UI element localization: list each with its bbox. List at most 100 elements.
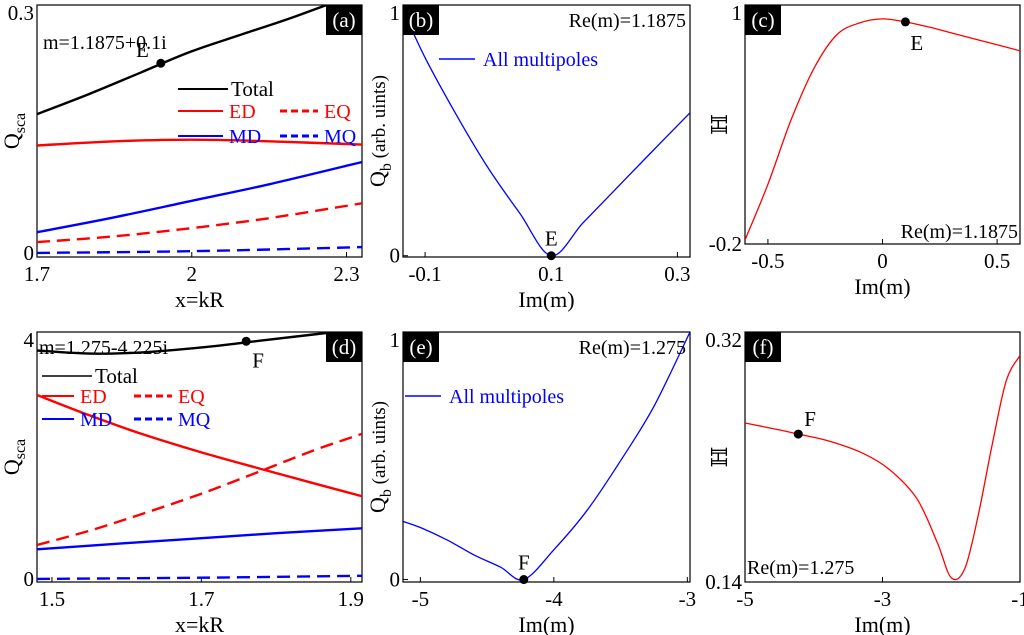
- x-tick-label: -3: [874, 587, 892, 611]
- x-tick-label: 0.1: [538, 262, 564, 286]
- y-axis-label-sub: b: [378, 489, 395, 497]
- x-tick-label: 1.7: [188, 587, 214, 611]
- series-line-md: [37, 527, 362, 551]
- axes-frame: [36, 4, 363, 258]
- series-line-total: [37, 332, 346, 355]
- panel-label-box: [326, 5, 362, 35]
- series-line-h: [745, 18, 1020, 241]
- series-group: [403, 332, 690, 581]
- x-axis-label: Im(m): [854, 274, 910, 299]
- y-tick-label: 0: [390, 244, 401, 268]
- legend-label-total: Total: [95, 364, 138, 388]
- x-tick-label: 1.9: [338, 587, 364, 611]
- y-tick-label: 0: [24, 241, 35, 265]
- y-axis-label: Qsca: [0, 113, 29, 149]
- y-axis-label-main: Q: [0, 133, 24, 149]
- y-axis-label-sub: sca: [12, 439, 29, 459]
- point-label: F: [252, 348, 264, 372]
- point-marker: [156, 58, 166, 68]
- y-tick-label: 1: [390, 1, 401, 25]
- y-tick-label: 0.3: [8, 1, 34, 25]
- series-group: [37, 332, 362, 581]
- y-axis-label: Qsca: [0, 439, 29, 475]
- series-line-ed: [37, 138, 362, 147]
- x-tick-label: -0.1: [408, 262, 441, 286]
- axes-frame: [402, 4, 691, 258]
- point-marker: [900, 17, 910, 27]
- series-group: [745, 355, 1020, 581]
- series-line-total: [37, 5, 330, 116]
- panel-label-box: [403, 5, 439, 35]
- annotation-text: m=1.275-4.225i: [39, 337, 168, 359]
- point-marker: [519, 575, 529, 585]
- point-label: E: [136, 38, 149, 62]
- legend-label-ed: ED: [80, 386, 107, 408]
- y-axis-label-main: ℍ: [707, 114, 732, 135]
- y-tick-label: 0.32: [705, 328, 742, 352]
- x-axis-label: x=kR: [175, 612, 224, 635]
- y-tick-label: 0: [24, 567, 35, 591]
- series-line-all-multipoles: [403, 9, 690, 257]
- series-line-ed: [37, 393, 362, 498]
- legend-label-md: MD: [229, 126, 261, 148]
- point-label: E: [910, 31, 923, 55]
- point-marker: [241, 336, 251, 346]
- panel-label-box: [745, 332, 781, 362]
- x-tick-label: 0.5: [984, 249, 1010, 273]
- x-tick-label: 1.7: [24, 262, 50, 286]
- legend-label-eq: EQ: [178, 386, 205, 408]
- x-tick-label: -5: [412, 587, 430, 611]
- panel-a: 1.7 2 2.3 0 0.3 x=kR Qsca (a) Em=1.1875+0.1i Tota…: [0, 1, 363, 312]
- panel-label: (a): [332, 8, 355, 32]
- legend-label-mq: MQ: [178, 409, 211, 431]
- y-axis-label: ℍ: [707, 447, 732, 468]
- legend-label-all: All multipoles: [449, 386, 564, 408]
- panel-b: -0.1 0.1 0.3 0 1 Im(m) Qb (arb. uints) (b) E Re(m…: [365, 1, 691, 312]
- legend-label-md: MD: [80, 409, 112, 431]
- x-axis-label: Im(m): [518, 612, 574, 635]
- point-label: F: [518, 551, 530, 575]
- x-tick-label: 0.3: [664, 262, 690, 286]
- legend: All multipoles: [405, 386, 564, 408]
- annotation-text: m=1.1875+0.1i: [43, 32, 167, 54]
- series-group: [37, 5, 362, 255]
- x-tick-label: -3: [679, 587, 697, 611]
- axes-frame: [744, 331, 1021, 583]
- series-line-md: [37, 160, 362, 234]
- legend-label-all: All multipoles: [483, 49, 598, 71]
- series-group: [745, 18, 1020, 241]
- legend-label-total: Total: [231, 77, 274, 101]
- y-axis-label-main: Q: [365, 171, 390, 187]
- legend: All multipoles: [439, 49, 598, 71]
- panel-c: -0.5 0 0.5 -0.2 1 Im(m) ℍ (c) E Re(m)=1.1875: [707, 1, 1021, 299]
- x-tick-label: -1: [1011, 587, 1024, 611]
- series-line-all-multipoles: [403, 332, 690, 581]
- y-axis-label: Qb (arb. uints): [365, 401, 395, 513]
- x-tick-label: -5: [736, 587, 754, 611]
- y-axis-label-sub: b: [378, 163, 395, 171]
- x-tick-label: 2: [187, 262, 198, 286]
- y-tick-label: -0.2: [709, 232, 742, 256]
- legend-label-ed: ED: [229, 101, 256, 123]
- x-tick-label: 2.3: [333, 262, 359, 286]
- x-tick-label: 0: [877, 249, 888, 273]
- point-marker: [546, 251, 556, 261]
- panel-d: 1.5 1.7 1.9 0 4 x=kR Qsca (d) Fm=1.275-4.225i Tot…: [0, 328, 364, 635]
- panel-label-box: [326, 332, 362, 362]
- annotation-text: Re(m)=1.1875: [901, 221, 1018, 243]
- x-tick-label: -0.5: [751, 249, 784, 273]
- panel-label: (b): [409, 8, 434, 32]
- y-tick-label: 0.14: [705, 570, 742, 594]
- y-axis-label: Qb (arb. uints): [365, 75, 395, 187]
- y-tick-label: 1: [732, 1, 743, 25]
- axes-frame: [36, 331, 363, 583]
- y-axis-label: ℍ: [707, 114, 732, 135]
- point-marker: [793, 429, 803, 439]
- series-line-h: [745, 355, 1020, 581]
- axes-frame: [744, 4, 1021, 245]
- annotation-text: Re(m)=1.1875: [569, 10, 686, 32]
- y-axis-label-unit: (arb. uints): [369, 401, 390, 489]
- panel-label: (d): [332, 335, 357, 359]
